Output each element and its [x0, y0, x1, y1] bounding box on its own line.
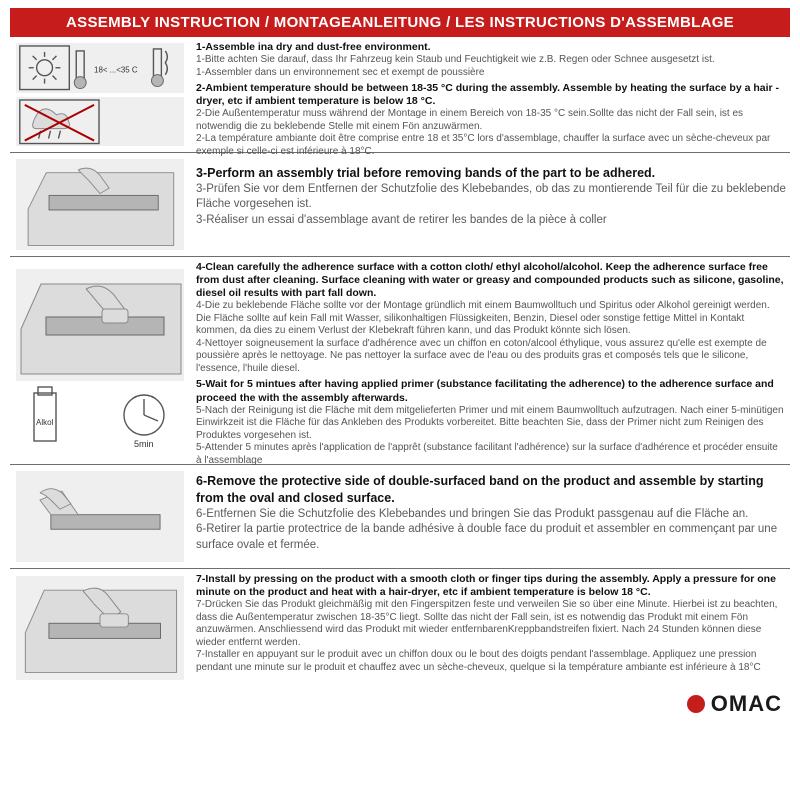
brand-logo: OMAC: [711, 691, 782, 717]
section-5: 7-Install by pressing on the product wit…: [10, 569, 790, 687]
illustration-4: [10, 465, 190, 568]
step3-fr: 3-Réaliser un essai d'assemblage avant d…: [196, 213, 786, 229]
step7-fr: 7-Installer en appuyant sur le produit a…: [196, 649, 786, 674]
illustration-5: [10, 569, 190, 687]
step6-fr: 6-Retirer la partie protectrice de la ba…: [196, 522, 786, 553]
text-block-1: 1-Assemble ina dry and dust-free environ…: [190, 37, 790, 152]
icon-primer-wait: Alkol 5min: [16, 385, 184, 453]
section-2: 3-Perform an assembly trial before remov…: [10, 153, 790, 257]
text-block-3: 4-Clean carefully the adherence surface …: [190, 257, 790, 464]
step2-en: 2-Ambient temperature should be between …: [196, 82, 786, 108]
step2-de: 2-Die Außentemperatur muss während der M…: [196, 108, 786, 133]
section-1: 18< ...<35 C 1-Assemble ina dry and dust…: [10, 37, 790, 153]
text-block-4: 6-Remove the protective side of double-s…: [190, 465, 790, 568]
step5-en: 5-Wait for 5 mintues after having applie…: [196, 378, 786, 404]
timer-label: 5min: [134, 439, 154, 449]
step6-en: 6-Remove the protective side of double-s…: [196, 473, 786, 507]
step1-en: 1-Assemble ina dry and dust-free environ…: [196, 41, 786, 54]
icon-press-install: [16, 576, 184, 680]
logo-dot-icon: [687, 695, 705, 713]
icon-no-rain: [16, 97, 184, 147]
step1-fr: 1-Assembler dans un environnement sec et…: [196, 67, 786, 80]
step3-en: 3-Perform an assembly trial before remov…: [196, 165, 786, 182]
step5-fr: 5-Attender 5 minutes après l'application…: [196, 442, 786, 467]
section-4: 6-Remove the protective side of double-s…: [10, 465, 790, 569]
section-3: Alkol 5min 4-Clean carefully the adheren…: [10, 257, 790, 465]
page-title: ASSEMBLY INSTRUCTION / MONTAGEANLEITUNG …: [10, 8, 790, 37]
step5-de: 5-Nach der Reinigung ist die Fläche mit …: [196, 405, 786, 443]
step1-de: 1-Bitte achten Sie darauf, dass Ihr Fahr…: [196, 54, 786, 67]
step4-fr: 4-Nettoyer soigneusement la surface d'ad…: [196, 338, 786, 376]
assembly-instruction-sheet: ASSEMBLY INSTRUCTION / MONTAGEANLEITUNG …: [0, 0, 800, 800]
icon-trial-fit: [16, 159, 184, 250]
temp-range-label: 18< ...<35 C: [94, 66, 138, 75]
step6-de: 6-Entfernen Sie die Schutzfolie des Kleb…: [196, 507, 786, 523]
step4-en: 4-Clean carefully the adherence surface …: [196, 261, 786, 300]
bottle-label: Alkol: [36, 418, 54, 427]
step3-de: 3-Prüfen Sie vor dem Entfernen der Schut…: [196, 182, 786, 213]
illustration-2: [10, 153, 190, 256]
step4-de: 4-Die zu beklebende Fläche sollte vor de…: [196, 300, 786, 338]
icon-peel-tape: [16, 471, 184, 562]
icon-env-temp: 18< ...<35 C: [16, 43, 184, 93]
icon-clean-surface: [16, 269, 184, 381]
illustration-3: Alkol 5min: [10, 257, 190, 464]
text-block-2: 3-Perform an assembly trial before remov…: [190, 153, 790, 256]
footer: OMAC: [10, 687, 790, 717]
text-block-5: 7-Install by pressing on the product wit…: [190, 569, 790, 687]
step7-de: 7-Drücken Sie das Produkt gleichmäßig mi…: [196, 599, 786, 649]
step7-en: 7-Install by pressing on the product wit…: [196, 573, 786, 599]
illustration-1: 18< ...<35 C: [10, 37, 190, 152]
